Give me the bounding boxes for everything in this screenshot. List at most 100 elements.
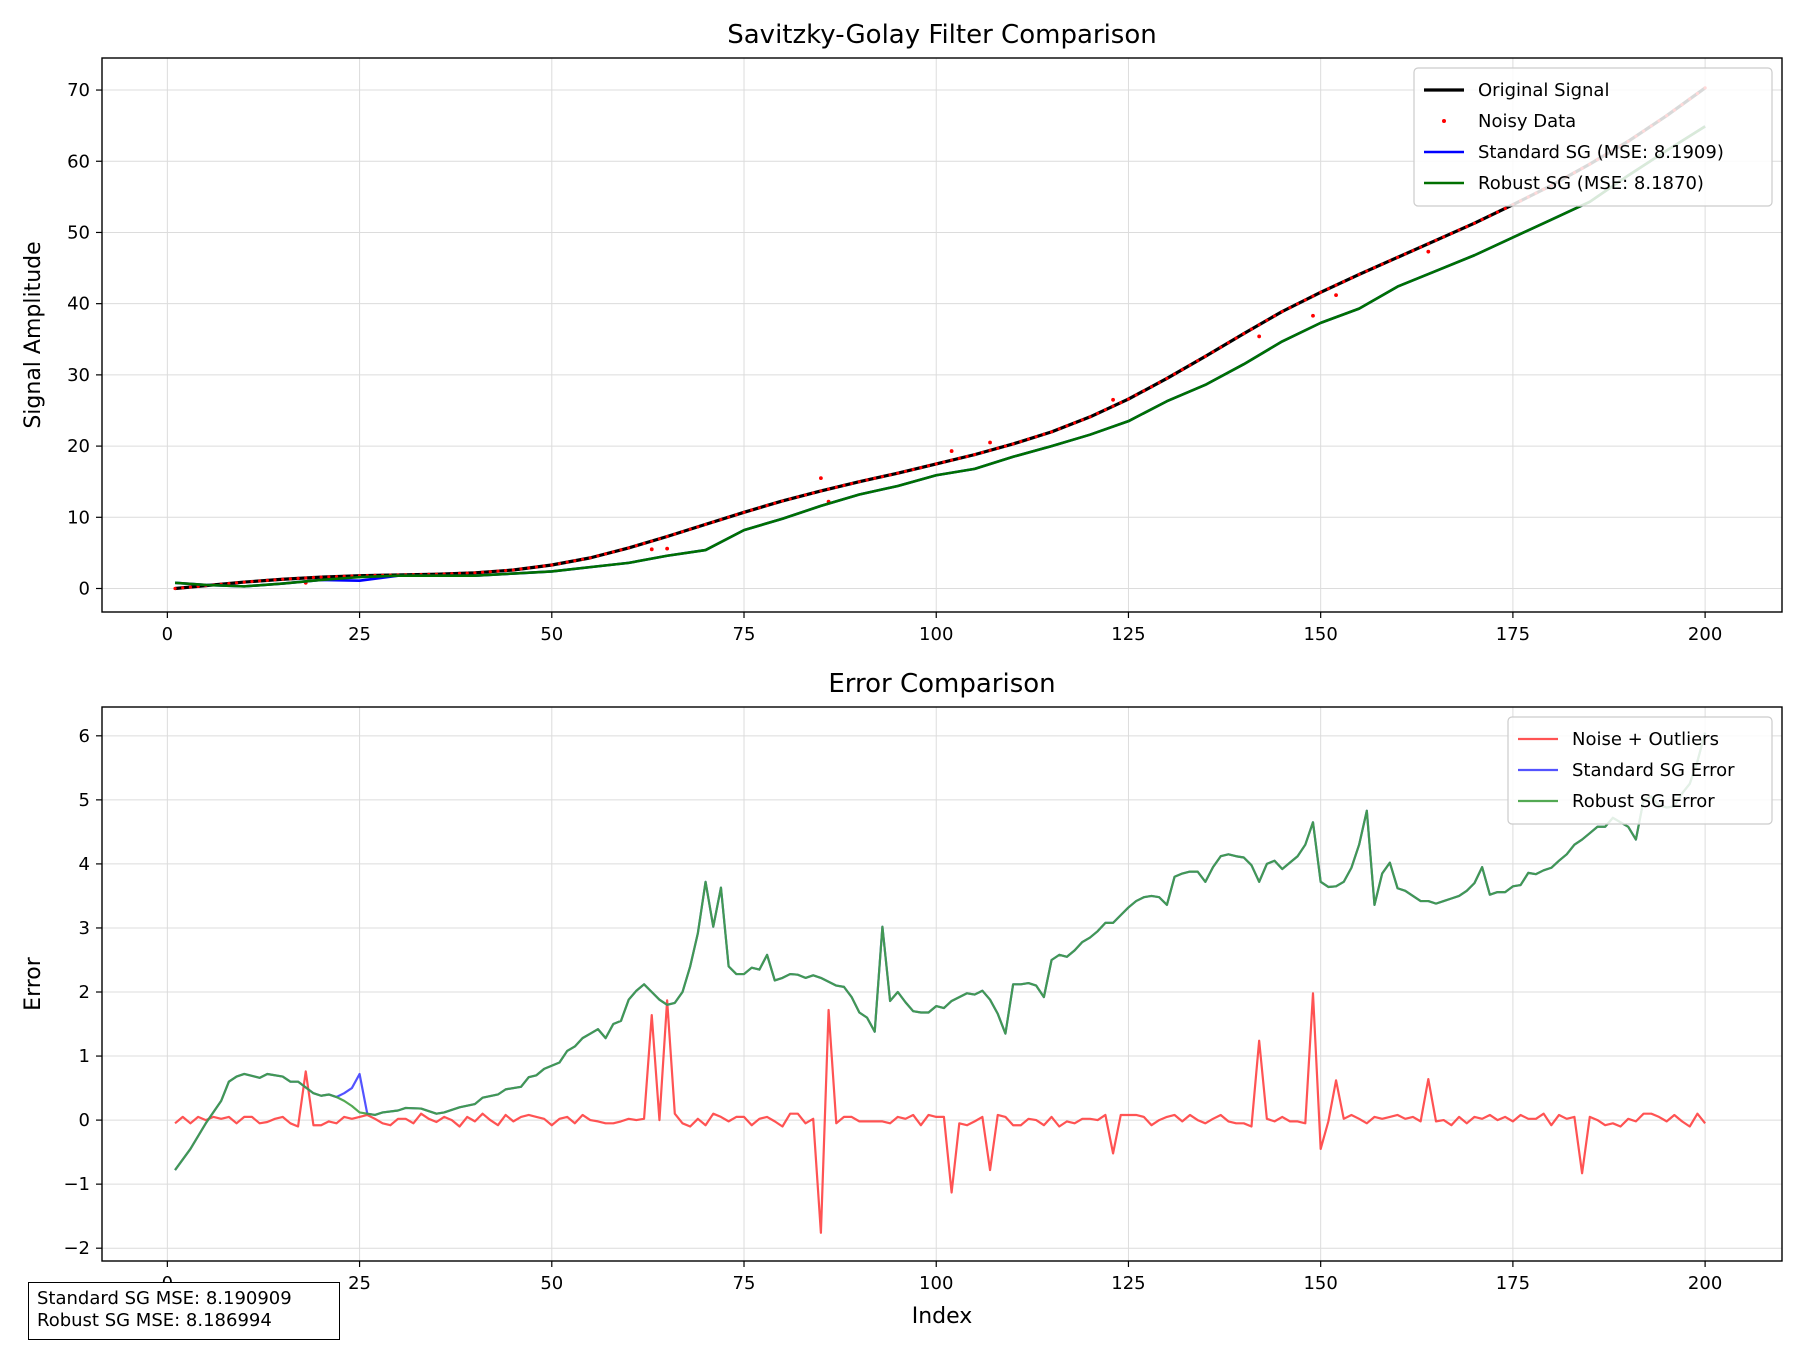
noisy-data-point: [1449, 231, 1453, 236]
signal-xtick-label: 150: [1303, 624, 1337, 645]
noisy-data-point: [1349, 276, 1354, 280]
noisy-data-point: [1119, 401, 1123, 405]
noisy-data-point: [711, 520, 715, 524]
error-legend-frame: [1507, 716, 1773, 825]
noisy-data-point: [542, 564, 546, 568]
noisy-data-point: [1426, 242, 1430, 246]
noisy-data-point: [757, 506, 761, 510]
noisy-data-point: [1234, 336, 1238, 340]
error-ytick-label: −1: [63, 1174, 90, 1195]
noisy-data-point: [1096, 411, 1100, 415]
noisy-data-point: [950, 458, 954, 462]
signal-ytick-label: 70: [67, 80, 90, 101]
legend-label: Robust SG (MSE: 8.1870): [1478, 173, 1704, 194]
noisy-data-outlier-point: [1334, 293, 1338, 298]
signal-legend-item-noisy-data: Noisy Data: [1442, 111, 1576, 132]
noisy-data-point: [504, 568, 508, 573]
noisy-data-point: [1026, 437, 1031, 441]
signal-ytick-label: 0: [79, 579, 90, 600]
noisy-data-point: [611, 550, 615, 554]
noisy-data-point: [181, 586, 185, 590]
signal-series-noisy-data: [173, 86, 1707, 591]
noisy-data-point: [719, 517, 723, 522]
noisy-data-outlier-point: [1111, 397, 1115, 402]
noisy-data-outlier-point: [819, 476, 823, 481]
error-xtick-label: 25: [348, 1273, 371, 1294]
noisy-data-point: [1334, 283, 1338, 287]
error-xtick-label: 75: [733, 1273, 756, 1294]
noisy-data-point: [857, 480, 861, 484]
noisy-data-outlier-point: [949, 449, 954, 453]
noisy-data-point: [311, 575, 316, 580]
signal-xtick-label: 200: [1688, 624, 1722, 645]
noisy-data-point: [227, 581, 231, 586]
noisy-data-point: [873, 476, 877, 480]
noisy-data-point: [1180, 368, 1184, 372]
error-legend-item-standard-sg-error: Standard SG Error: [1518, 760, 1735, 781]
noisy-data-point: [1272, 314, 1277, 318]
noisy-data-point: [1149, 385, 1154, 389]
error-xtick-label: 150: [1303, 1273, 1337, 1294]
noisy-data-point: [865, 478, 869, 482]
noisy-data-point: [1203, 354, 1207, 358]
noisy-data-point: [1303, 298, 1307, 302]
error-ytick-label: 0: [79, 1110, 90, 1131]
error-x-axis-label: Index: [912, 1304, 973, 1329]
noisy-data-outlier-point: [1257, 334, 1262, 339]
noisy-data-point: [880, 474, 885, 479]
error-ytick-label: −2: [63, 1238, 90, 1259]
noisy-data-point: [888, 473, 892, 477]
noisy-data-point: [1465, 225, 1469, 229]
legend-label: Noise + Outliers: [1572, 729, 1719, 750]
noisy-data-point: [627, 546, 631, 550]
noisy-data-point: [334, 574, 339, 579]
noisy-data-point: [250, 579, 254, 584]
error-series-standard-sg-error: [174, 732, 1707, 1171]
noisy-data-point: [1042, 432, 1046, 436]
noisy-data-point: [1357, 272, 1361, 277]
noisy-data-point: [534, 565, 539, 569]
noisy-data-point: [1365, 269, 1369, 273]
noisy-data-point: [1319, 290, 1323, 294]
signal-xtick-label: 25: [348, 624, 371, 645]
error-series-noise-outliers: [174, 992, 1706, 1234]
noisy-data-point: [1088, 415, 1092, 419]
noisy-data-point: [1395, 255, 1400, 259]
noisy-data-point: [304, 576, 308, 580]
noisy-data-point: [1188, 363, 1192, 367]
noisy-data-point: [588, 556, 592, 560]
signal-legend-item-robust-sg-mse-8-1870: Robust SG (MSE: 8.1870): [1424, 173, 1704, 194]
noisy-data-point: [1388, 259, 1392, 263]
noisy-data-point: [742, 510, 746, 514]
noisy-data-point: [1472, 221, 1477, 225]
noisy-data-point: [281, 577, 285, 581]
noisy-data-point: [934, 462, 938, 466]
noisy-data-point: [819, 489, 823, 493]
signal-xtick-label: 100: [919, 624, 953, 645]
signal-panel: 0 25 50 75 100 125 150 175 200 0 10 20 30 40 50 60 70 Sav…: [21, 20, 1783, 645]
signal-plot-area: [173, 86, 1707, 591]
noisy-data-point: [1257, 323, 1261, 327]
noisy-data-point: [696, 525, 700, 529]
error-chart-title: Error Comparison: [828, 669, 1055, 699]
noisy-data-point: [926, 464, 931, 468]
noisy-data-point: [565, 560, 569, 564]
signal-legend-item-standard-sg-mse-8-1909: Standard SG (MSE: 8.1909): [1424, 142, 1724, 163]
legend-marker: [1442, 119, 1446, 123]
error-xtick-label: 175: [1496, 1273, 1530, 1294]
error-ytick-label: 5: [79, 790, 90, 811]
noisy-data-point: [1296, 302, 1300, 306]
noisy-data-point: [665, 534, 669, 539]
noisy-data-point: [942, 460, 946, 464]
noisy-data-outlier-point: [988, 440, 992, 445]
noisy-data-point: [996, 446, 1000, 450]
noisy-data-point: [1219, 345, 1223, 349]
signal-ytick-label: 50: [67, 222, 90, 243]
noisy-data-point: [750, 508, 754, 512]
noisy-data-point: [688, 527, 692, 531]
noisy-data-point: [1419, 245, 1423, 249]
noisy-data-point: [296, 576, 300, 580]
noisy-data-point: [288, 577, 292, 581]
noisy-data-point: [811, 491, 815, 495]
noisy-data-point: [457, 571, 462, 576]
